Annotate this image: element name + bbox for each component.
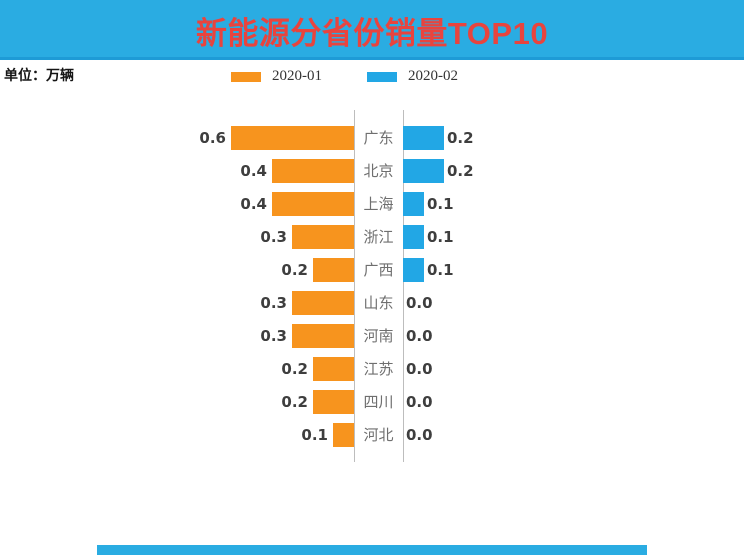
legend-label-2020-02: 2020-02: [408, 68, 458, 84]
value-label-2020-01: 0.2: [281, 260, 308, 279]
bar-2020-02: [403, 224, 424, 249]
value-label-2020-01: 0.2: [281, 359, 308, 378]
chart-row: 0.1 河北 0.0: [0, 418, 744, 451]
chart-row: 0.4 上海 0.1: [0, 187, 744, 220]
bar-2020-02: [403, 158, 444, 183]
value-label-2020-01: 0.1: [301, 425, 328, 444]
value-label-2020-02: 0.1: [427, 194, 454, 213]
chart-row: 0.4 北京 0.2: [0, 154, 744, 187]
tornado-chart: 0.6 广东 0.2 0.4 北京 0.2 0.4 上海 0.1 0.3 浙江 0.1 0.2 广西 0.1…: [0, 110, 744, 462]
category-label: 江苏: [363, 362, 394, 378]
bar-2020-01: [313, 389, 354, 414]
category-label: 山东: [363, 296, 394, 312]
value-label-2020-01: 0.3: [260, 293, 287, 312]
bar-2020-01: [292, 323, 354, 348]
legend-item-2020-01: 2020-01: [231, 68, 322, 85]
bar-2020-01: [231, 125, 354, 150]
chart-row: 0.6 广东 0.2: [0, 121, 744, 154]
value-label-2020-01: 0.2: [281, 392, 308, 411]
bar-2020-02: [403, 125, 444, 150]
legend-swatch-2020-02: [367, 71, 397, 82]
legend-item-2020-02: 2020-02: [367, 68, 458, 85]
category-label: 四川: [363, 395, 394, 411]
chart-row: 0.2 江苏 0.0: [0, 352, 744, 385]
axis-line-left: [354, 110, 355, 462]
value-label-2020-01: 0.6: [199, 128, 226, 147]
chart-row: 0.2 四川 0.0: [0, 385, 744, 418]
bar-2020-01: [272, 158, 354, 183]
value-label-2020-01: 0.3: [260, 326, 287, 345]
legend-swatch-2020-01: [231, 71, 261, 82]
bar-2020-01: [313, 356, 354, 381]
value-label-2020-02: 0.0: [406, 293, 433, 312]
bar-2020-01: [272, 191, 354, 216]
chart-title: 新能源分省份销量TOP10: [195, 16, 549, 51]
category-label: 河北: [363, 428, 394, 444]
value-label-2020-02: 0.2: [447, 128, 474, 147]
value-label-2020-01: 0.3: [260, 227, 287, 246]
bar-2020-01: [313, 257, 354, 282]
value-label-2020-02: 0.1: [427, 260, 454, 279]
chart-row: 0.3 山东 0.0: [0, 286, 744, 319]
bar-2020-01: [292, 290, 354, 315]
unit-label: 单位：万辆: [4, 67, 74, 83]
chart-row: 0.2 广西 0.1: [0, 253, 744, 286]
category-label: 广西: [363, 263, 394, 279]
value-label-2020-02: 0.2: [447, 161, 474, 180]
value-label-2020-02: 0.0: [406, 425, 433, 444]
title-banner: 新能源分省份销量TOP10: [0, 0, 744, 60]
bar-2020-01: [333, 422, 354, 447]
value-label-2020-01: 0.4: [240, 161, 267, 180]
value-label-2020-02: 0.0: [406, 326, 433, 345]
category-label: 河南: [363, 329, 394, 345]
category-label: 浙江: [363, 230, 394, 246]
value-label-2020-01: 0.4: [240, 194, 267, 213]
axis-line-right: [403, 110, 404, 462]
legend: 2020-01 2020-02: [231, 68, 458, 85]
value-label-2020-02: 0.0: [406, 359, 433, 378]
bar-2020-02: [403, 191, 424, 216]
bar-2020-02: [403, 257, 424, 282]
value-label-2020-02: 0.1: [427, 227, 454, 246]
value-label-2020-02: 0.0: [406, 392, 433, 411]
footer-accent-bar: [97, 545, 647, 555]
category-label: 上海: [363, 197, 394, 213]
bar-2020-01: [292, 224, 354, 249]
chart-row: 0.3 浙江 0.1: [0, 220, 744, 253]
category-label: 北京: [363, 164, 394, 180]
legend-label-2020-01: 2020-01: [272, 68, 322, 84]
chart-rows: 0.6 广东 0.2 0.4 北京 0.2 0.4 上海 0.1 0.3 浙江 0.1 0.2 广西 0.1…: [0, 121, 744, 451]
category-label: 广东: [363, 131, 394, 147]
chart-row: 0.3 河南 0.0: [0, 319, 744, 352]
